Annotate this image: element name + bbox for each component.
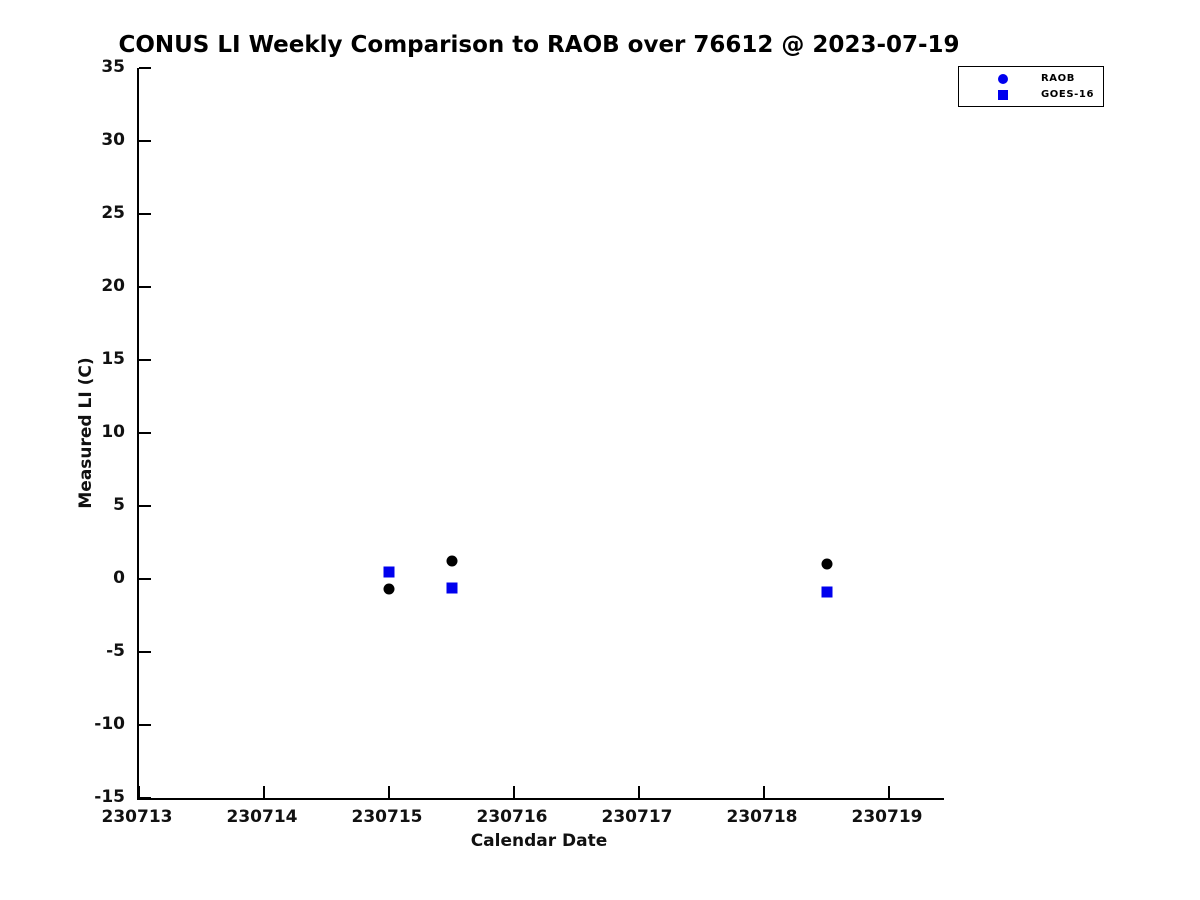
raob-circle-marker-icon: [998, 73, 1008, 84]
y-tick-mark: [139, 67, 151, 69]
y-tick-mark: [139, 432, 151, 434]
x-tick-mark: [388, 786, 390, 798]
y-tick-mark: [139, 651, 151, 653]
legend-label-goes16: GOES-16: [1041, 89, 1095, 100]
x-tick-mark: [638, 786, 640, 798]
x-tick-mark: [888, 786, 890, 798]
chart-title: CONUS LI Weekly Comparison to RAOB over …: [118, 32, 960, 58]
y-tick-label: 35: [101, 57, 125, 77]
y-tick-label: 0: [113, 568, 125, 588]
x-tick-label: 230714: [226, 807, 298, 827]
y-tick-label: 15: [101, 349, 125, 369]
data-point-goes-16: [446, 582, 457, 594]
x-tick-label: 230716: [476, 807, 548, 827]
y-tick-label: 10: [101, 422, 125, 442]
x-tick-mark: [138, 786, 140, 798]
goes16-square-marker-icon: [998, 89, 1008, 100]
y-tick-mark: [139, 359, 151, 361]
x-tick-label: 230717: [601, 807, 673, 827]
y-tick-mark: [139, 286, 151, 288]
data-point-raob: [383, 583, 395, 595]
y-tick-mark: [139, 505, 151, 507]
y-tick-mark: [139, 578, 151, 580]
data-point-goes-16: [383, 566, 395, 578]
y-tick-label: 30: [101, 130, 125, 150]
y-tick-label: 20: [101, 276, 125, 296]
data-point-goes-16: [821, 586, 832, 598]
x-tick-label: 230719: [851, 807, 923, 827]
x-axis-label: Calendar Date: [470, 831, 608, 851]
plot-area: [137, 67, 944, 800]
x-tick-label: 230718: [726, 807, 798, 827]
y-tick-mark: [139, 724, 151, 726]
data-point-raob: [446, 555, 457, 567]
y-tick-label: -10: [94, 714, 125, 734]
x-tick-mark: [763, 786, 765, 798]
legend-item-goes16: GOES-16: [959, 88, 1103, 101]
y-tick-label: -15: [94, 787, 125, 807]
data-point-raob: [821, 558, 832, 570]
y-tick-mark: [139, 213, 151, 215]
y-tick-mark: [139, 797, 151, 799]
legend-item-raob: RAOB: [959, 72, 1103, 85]
legend-label-raob: RAOB: [1041, 73, 1075, 84]
y-tick-label: 25: [101, 203, 125, 223]
x-tick-label: 230713: [101, 807, 173, 827]
y-tick-mark: [139, 140, 151, 142]
y-tick-label: 5: [113, 495, 125, 515]
y-tick-label: -5: [106, 641, 125, 661]
x-tick-label: 230715: [351, 807, 423, 827]
x-tick-mark: [513, 786, 515, 798]
x-tick-mark: [263, 786, 265, 798]
legend: RAOB GOES-16: [958, 66, 1104, 107]
